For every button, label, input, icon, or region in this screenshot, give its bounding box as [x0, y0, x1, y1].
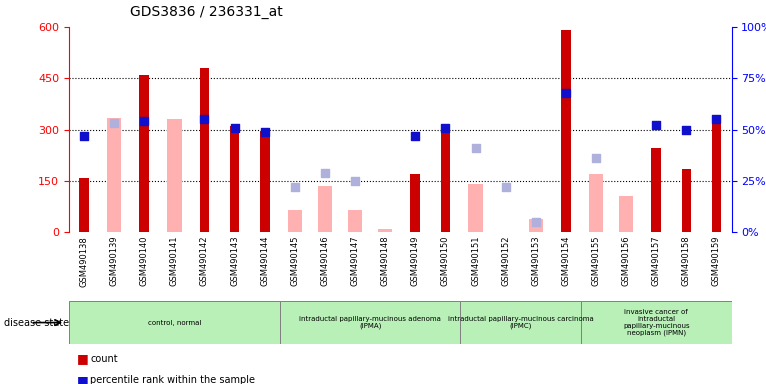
Bar — [460, 301, 581, 344]
Text: GSM490149: GSM490149 — [411, 236, 420, 286]
Point — [710, 116, 722, 122]
Bar — [79, 177, 89, 232]
Text: invasive cancer of
intraductal
papillary-mucinous
neoplasm (IPMN): invasive cancer of intraductal papillary… — [623, 309, 689, 336]
Bar — [378, 229, 392, 232]
Bar — [280, 301, 460, 344]
Bar — [167, 119, 182, 232]
Bar — [529, 218, 543, 232]
Point — [349, 178, 362, 184]
Point — [560, 89, 572, 96]
Bar — [651, 149, 661, 232]
Point — [78, 133, 90, 139]
Bar — [682, 169, 691, 232]
Point — [439, 124, 451, 131]
Point — [590, 155, 602, 161]
Text: GSM490153: GSM490153 — [532, 236, 540, 286]
Point — [680, 126, 692, 132]
Text: ■: ■ — [77, 374, 88, 384]
Point — [529, 219, 542, 225]
Bar — [440, 131, 450, 232]
Bar — [200, 68, 209, 232]
Text: GSM490145: GSM490145 — [290, 236, 300, 286]
Text: GSM490155: GSM490155 — [591, 236, 601, 286]
Text: GSM490154: GSM490154 — [561, 236, 571, 286]
Text: GSM490159: GSM490159 — [712, 236, 721, 286]
Point — [289, 184, 301, 190]
Bar — [230, 126, 240, 232]
Point — [138, 118, 150, 124]
Text: disease state: disease state — [4, 318, 69, 328]
Point — [409, 133, 421, 139]
Bar — [561, 30, 571, 232]
Bar — [139, 75, 149, 232]
Text: GSM490151: GSM490151 — [471, 236, 480, 286]
Bar — [348, 210, 362, 232]
Point — [198, 116, 211, 122]
Text: GSM490140: GSM490140 — [139, 236, 149, 286]
Text: intraductal papillary-mucinous adenoma
(IPMA): intraductal papillary-mucinous adenoma (… — [300, 316, 441, 329]
Bar — [468, 184, 483, 232]
Text: intraductal papillary-mucinous carcinoma
(IPMC): intraductal papillary-mucinous carcinoma… — [448, 316, 594, 329]
Point — [108, 120, 120, 126]
Text: GSM490142: GSM490142 — [200, 236, 209, 286]
Point — [259, 129, 271, 135]
Bar — [69, 301, 280, 344]
Text: GSM490146: GSM490146 — [320, 236, 329, 286]
Text: GSM490138: GSM490138 — [80, 236, 89, 286]
Text: count: count — [90, 354, 118, 364]
Text: ■: ■ — [77, 353, 88, 366]
Text: GSM490152: GSM490152 — [501, 236, 510, 286]
Bar — [318, 186, 332, 232]
Bar — [581, 301, 732, 344]
Text: GSM490143: GSM490143 — [230, 236, 239, 286]
Text: GSM490144: GSM490144 — [260, 236, 269, 286]
Bar — [411, 174, 420, 232]
Point — [470, 145, 482, 151]
Bar — [260, 131, 270, 232]
Text: GSM490141: GSM490141 — [170, 236, 178, 286]
Bar — [619, 196, 633, 232]
Text: GDS3836 / 236331_at: GDS3836 / 236331_at — [130, 5, 283, 19]
Point — [650, 122, 663, 129]
Text: control, normal: control, normal — [148, 319, 201, 326]
Point — [228, 124, 241, 131]
Point — [319, 170, 331, 176]
Bar — [107, 118, 121, 232]
Point — [499, 184, 512, 190]
Text: GSM490157: GSM490157 — [652, 236, 661, 286]
Text: percentile rank within the sample: percentile rank within the sample — [90, 375, 255, 384]
Text: GSM490150: GSM490150 — [441, 236, 450, 286]
Bar — [589, 174, 604, 232]
Bar — [712, 118, 722, 232]
Bar — [287, 210, 302, 232]
Text: GSM490147: GSM490147 — [351, 236, 359, 286]
Text: GSM490156: GSM490156 — [622, 236, 630, 286]
Text: GSM490158: GSM490158 — [682, 236, 691, 286]
Text: GSM490139: GSM490139 — [110, 236, 119, 286]
Text: GSM490148: GSM490148 — [381, 236, 390, 286]
